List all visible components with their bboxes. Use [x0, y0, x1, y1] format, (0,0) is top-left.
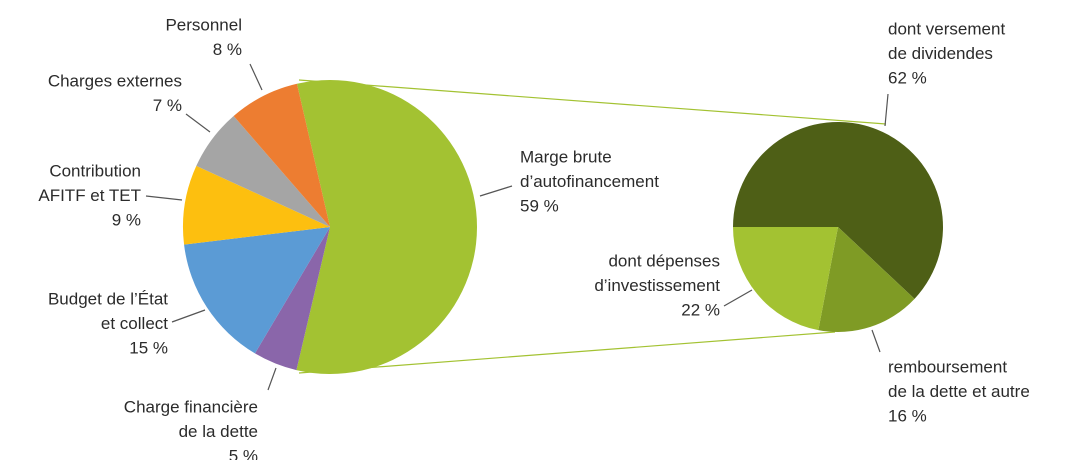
leader-line [267, 367, 277, 391]
leader-line [171, 309, 206, 323]
leader-line [479, 185, 513, 197]
slice-value-label: 16 % [888, 406, 927, 425]
pie-slice [183, 165, 330, 245]
slice-label: de la dette et autre [888, 382, 1030, 401]
slice-label: Charges externes [48, 71, 182, 90]
leader-line [723, 289, 753, 307]
slice-label: remboursement [888, 357, 1007, 376]
slice-label: Personnel [165, 15, 242, 34]
leader-line [871, 329, 881, 353]
leader-line [145, 195, 183, 201]
slice-label: de dividendes [888, 44, 993, 63]
pie-slice [733, 121, 944, 299]
slice-label: Marge brute [520, 147, 612, 166]
connector-line [298, 331, 836, 374]
slice-label: d’autofinancement [520, 172, 659, 191]
slice-label: Charge financière [124, 397, 258, 416]
leader-line [185, 113, 211, 133]
slice-label: de la dette [179, 422, 258, 441]
pie-slice [184, 227, 330, 354]
leader-line [249, 63, 263, 91]
slice-value-label: 15 % [129, 338, 168, 357]
pie-slice [296, 80, 477, 374]
slice-value-label: 8 % [213, 40, 242, 59]
pie-slice [196, 115, 330, 227]
connector-line [298, 79, 887, 125]
slice-label: et collect [101, 314, 168, 333]
slice-label: dont versement [888, 19, 1005, 38]
slice-value-label: 59 % [520, 196, 559, 215]
slice-label: AFITF et TET [38, 186, 141, 205]
slice-label: Budget de l’État [48, 289, 168, 308]
slice-value-label: 62 % [888, 68, 927, 87]
slice-value-label: 7 % [153, 96, 182, 115]
pie-slice [254, 227, 330, 371]
slice-label: dont dépenses [608, 251, 720, 270]
slice-label: Contribution [49, 161, 141, 180]
leader-line [884, 93, 889, 127]
slice-value-label: 5 % [229, 446, 258, 460]
slice-value-label: 22 % [681, 300, 720, 319]
pie-slice [733, 227, 838, 331]
pie-slice [818, 227, 915, 332]
slice-label: d’investissement [594, 276, 720, 295]
slice-value-label: 9 % [112, 210, 141, 229]
pie-slice [233, 83, 330, 227]
